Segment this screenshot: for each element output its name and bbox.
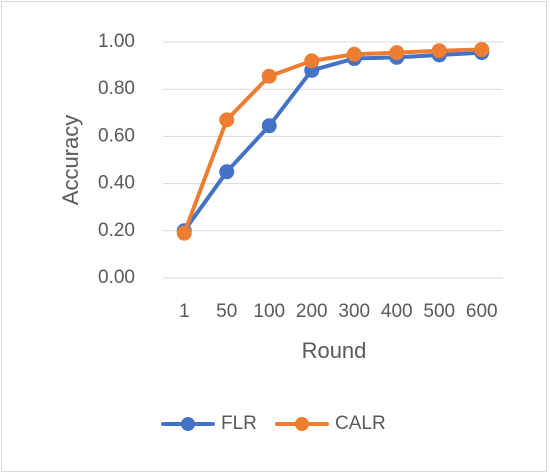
x-axis-ticks: 1 50 100 200 300 400 500 600: [179, 301, 498, 322]
data-point: [219, 112, 235, 128]
data-point: [304, 53, 320, 69]
y-tick-label: 0.60: [98, 125, 135, 146]
series-line: [182, 50, 484, 233]
x-tick-label: 50: [216, 301, 237, 322]
data-point: [261, 118, 277, 134]
series-layer: [176, 42, 490, 241]
legend-item-calr: CALR: [275, 413, 386, 434]
gridlines: [163, 41, 503, 279]
data-point: [176, 225, 192, 241]
data-point: [474, 42, 490, 58]
y-tick-label: 0.00: [98, 267, 135, 288]
data-point: [219, 164, 235, 180]
y-tick-label: 0.80: [98, 78, 135, 99]
data-point: [389, 45, 405, 61]
x-tick-label: 400: [381, 301, 413, 322]
legend-label: FLR: [221, 413, 257, 434]
x-tick-label: 500: [423, 301, 455, 322]
legend: FLR CALR: [161, 413, 386, 434]
x-tick-label: 200: [296, 301, 328, 322]
y-tick-label: 0.40: [98, 173, 135, 194]
legend-swatch-marker: [295, 417, 309, 431]
series-flr: [176, 45, 490, 239]
legend-swatch-marker: [181, 417, 195, 431]
data-point: [431, 43, 447, 59]
y-tick-label: 0.20: [98, 220, 135, 241]
x-tick-label: 300: [338, 301, 370, 322]
y-axis-ticks: 0.00 0.20 0.40 0.60 0.80 1.00: [98, 31, 135, 288]
data-point: [261, 68, 277, 84]
x-tick-label: 100: [253, 301, 285, 322]
x-tick-label: 600: [466, 301, 498, 322]
x-tick-label: 1: [179, 301, 190, 322]
data-point: [346, 46, 362, 62]
x-axis-title: Round: [302, 338, 367, 363]
legend-label: CALR: [335, 413, 386, 434]
legend-item-flr: FLR: [161, 413, 257, 434]
y-tick-label: 1.00: [98, 31, 135, 52]
y-axis-title: Accuracy: [58, 115, 83, 205]
series-line: [182, 47, 484, 236]
series-calr: [176, 42, 490, 241]
